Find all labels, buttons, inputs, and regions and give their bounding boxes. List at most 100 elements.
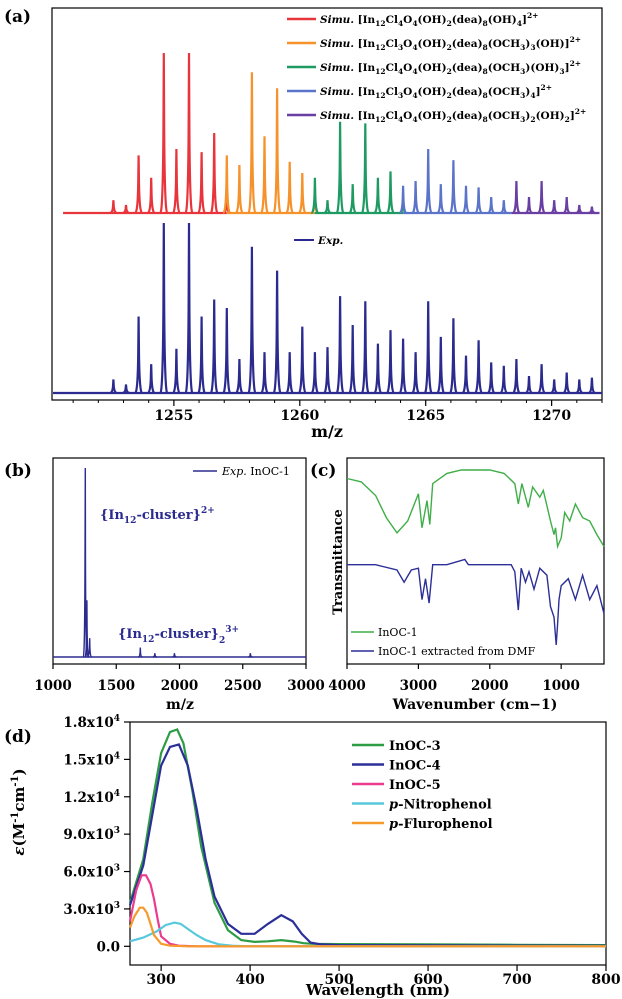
exp-peak xyxy=(197,316,207,395)
exp-peak xyxy=(122,384,130,395)
legend-label: Simu. [In12Cl4O4(OH)2(dea)8(OCH3)2(OH)2]… xyxy=(320,107,586,124)
x-tick-label: 500 xyxy=(324,972,353,988)
x-tick-label: 2000 xyxy=(161,678,199,694)
sim-peak xyxy=(436,184,445,215)
legend-label: Simu. [In12Cl4O4(OH)2(dea)8(OH)4]2+ xyxy=(320,11,538,28)
x-tick-label: 1000 xyxy=(34,678,72,694)
panel-d-ylabel: ε(M-1cm-1) xyxy=(10,768,28,855)
uv-series-2 xyxy=(128,874,606,948)
y-tick-label: 0.0 xyxy=(97,939,121,955)
sim-peak xyxy=(222,155,231,215)
exp-peak xyxy=(235,358,244,395)
sim-peak xyxy=(323,200,332,215)
annotation-cluster-3plus: {In12-cluster}23+ xyxy=(118,625,239,646)
x-tick-label: 1270 xyxy=(532,408,571,424)
y-tick-label: 1.5x104 xyxy=(63,751,120,768)
x-tick-label: 1260 xyxy=(280,408,319,424)
ms-peak xyxy=(248,653,253,658)
sim-peak xyxy=(575,204,584,215)
panel-label-b: (b) xyxy=(4,461,32,481)
y-tick-label: 1.8x104 xyxy=(63,714,120,731)
panel-b-spectrum xyxy=(53,467,306,658)
exp-peak xyxy=(285,352,294,395)
sim-peak xyxy=(360,123,370,215)
sim-peak xyxy=(525,196,533,215)
exp-peak xyxy=(323,347,332,395)
sim-peak xyxy=(537,180,546,215)
x-tick-label: 800 xyxy=(591,972,620,988)
exp-peak xyxy=(575,379,584,395)
panel-a-simulated-peaks xyxy=(63,52,600,215)
sim-peak xyxy=(159,52,169,215)
legend-label: InOC-4 xyxy=(389,759,441,774)
sim-peak xyxy=(474,187,483,215)
legend-label-inoc1-dmf: InOC-1 extracted from DMF xyxy=(378,645,536,658)
exp-peak xyxy=(297,326,307,395)
exp-peak xyxy=(360,301,370,395)
exp-peak xyxy=(525,375,533,395)
exp-peak xyxy=(310,352,319,395)
legend-label-inoc1: Exp. InOC-1 xyxy=(221,465,290,478)
exp-legend-label: Exp. xyxy=(317,235,343,247)
exp-peak xyxy=(373,343,382,395)
sim-peak xyxy=(171,148,181,215)
panel-label-d: (d) xyxy=(4,727,32,747)
sim-peak xyxy=(335,121,345,215)
exp-peak xyxy=(159,222,169,395)
sim-peak xyxy=(209,132,219,215)
legend-label: Simu. [In12Cl3O4(OH)2(dea)8(OCH3)3(OH)]2… xyxy=(320,35,581,52)
exp-peak xyxy=(222,307,232,395)
y-tick-label: 6.0x103 xyxy=(63,864,120,881)
y-tick-label: 9.0x103 xyxy=(63,826,120,843)
x-tick-label: 1000 xyxy=(542,678,580,694)
exp-peak xyxy=(474,340,483,395)
exp-peak xyxy=(109,379,118,395)
exp-peak xyxy=(423,301,433,395)
panel-b-legend: Exp. InOC-1 xyxy=(193,465,290,478)
uv-series-1 xyxy=(128,743,607,947)
panel-a-x-axis: 1255 1260 1265 1270 xyxy=(72,400,603,424)
sim-peak xyxy=(449,160,458,215)
x-tick-label: 4000 xyxy=(328,678,366,694)
uv-series-3 xyxy=(129,921,606,948)
x-tick-label: 1265 xyxy=(406,408,445,424)
sim-peak xyxy=(310,177,319,215)
sim-peak xyxy=(197,152,207,215)
panel-d-axes: 300 400 500 600 700 800 0.0 3.0x103 6.0x103 9.0x1… xyxy=(63,714,620,988)
panel-d-xlabel: Wavelength (nm) xyxy=(305,981,450,999)
panel-a-xlabel: m/z xyxy=(311,422,343,441)
panel-label-c: (c) xyxy=(310,461,336,481)
x-tick-label: 1500 xyxy=(97,678,135,694)
panel-c: (c) 4000 3000 2000 1000 Transmittance InOC-… xyxy=(310,457,605,713)
sim-peak xyxy=(588,206,596,215)
x-tick-label: 3000 xyxy=(287,678,325,694)
exp-peak xyxy=(550,379,558,395)
legend-label: Simu. [In12Cl4O4(OH)2(dea)8(OCH3)(OH)3]2… xyxy=(320,59,581,76)
sim-peak xyxy=(235,164,244,215)
x-tick-label: 300 xyxy=(147,972,176,988)
x-tick-label: 700 xyxy=(502,972,531,988)
panel-c-frame xyxy=(346,457,605,665)
x-tick-label: 3000 xyxy=(400,678,438,694)
ir-series-1 xyxy=(347,558,605,646)
exp-peak xyxy=(448,318,458,395)
panel-c-x-axis: 4000 3000 2000 1000 xyxy=(328,664,580,694)
panel-d: (d) 300 400 500 600 700 800 0.0 3.0x103 6.0x103 9… xyxy=(4,714,621,999)
ms-peak xyxy=(172,653,177,658)
sim-peak xyxy=(298,172,307,215)
sim-peak xyxy=(184,52,194,215)
exp-peak xyxy=(172,348,181,395)
exp-peak xyxy=(385,330,396,395)
legend-label: Simu. [In12Cl3O4(OH)2(dea)8(OCH3)4]2+ xyxy=(320,83,552,100)
exp-peak xyxy=(487,362,496,395)
panel-b-xlabel: m/z xyxy=(166,697,194,713)
sim-peak xyxy=(512,180,521,215)
sim-peak xyxy=(134,155,144,215)
exp-peak xyxy=(537,364,546,395)
panel-a: (a) 1255 1260 1265 1270 Simu. [In12Cl4O4(OH… xyxy=(4,7,603,441)
x-tick-label: 2000 xyxy=(471,678,509,694)
legend-label: InOC-3 xyxy=(389,739,441,754)
x-tick-label: 1255 xyxy=(154,408,193,424)
ms-peak xyxy=(152,653,157,658)
